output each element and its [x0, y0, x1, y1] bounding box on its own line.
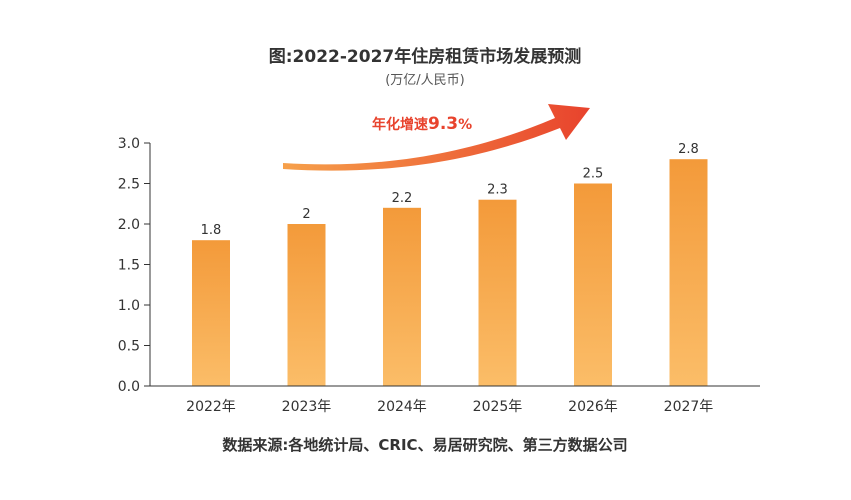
data-label: 2.3: [487, 183, 508, 198]
y-axis: 0.0 0.5 1.0 1.5 2.0 2.5 3.0: [118, 136, 151, 395]
data-label: 1.8: [201, 223, 222, 238]
y-tick-label: 0.0: [118, 379, 140, 395]
x-tick-label: 2025年: [473, 399, 523, 415]
growth-label: 年化增速: [372, 116, 428, 133]
data-label: 2.5: [583, 167, 604, 182]
bar-2022年: [192, 240, 230, 386]
y-tick-label: 1.0: [118, 298, 140, 314]
growth-annotation: 年化增速9.3%: [372, 114, 472, 134]
y-tick-label: 2.5: [118, 177, 140, 193]
bar-2025年: [478, 199, 517, 386]
x-tick-label: 2026年: [568, 399, 618, 415]
data-label: 2: [302, 207, 310, 222]
growth-value: 9.3: [428, 114, 458, 134]
bars: 1.8 2 2.2 2.3 2.5 2.8: [192, 142, 708, 386]
y-tick-label: 3.0: [118, 136, 140, 152]
bar-2026年: [574, 183, 612, 386]
x-tick-label: 2022年: [186, 399, 236, 415]
data-label: 2.8: [678, 142, 699, 157]
x-axis: 2022年 2023年 2024年 2025年 2026年 2027年: [150, 385, 760, 415]
x-tick-label: 2027年: [664, 399, 714, 415]
growth-unit: %: [458, 117, 472, 133]
y-tick-label: 2.0: [118, 217, 140, 233]
chart-subtitle: (万亿/人民币): [385, 73, 465, 88]
bar-2027年: [669, 159, 708, 386]
data-label: 2.2: [392, 191, 413, 206]
data-source: 数据来源:各地统计局、CRIC、易居研究院、第三方数据公司: [222, 436, 627, 454]
bar-2024年: [383, 207, 421, 386]
bar-2023年: [287, 224, 326, 386]
chart-title: 图:2022-2027年住房租赁市场发展预测: [269, 46, 581, 67]
y-tick-label: 1.5: [118, 258, 140, 274]
y-tick-label: 0.5: [118, 339, 140, 355]
growth-arrow: [283, 104, 590, 171]
x-tick-label: 2023年: [282, 399, 332, 415]
x-tick-label: 2024年: [377, 399, 427, 415]
